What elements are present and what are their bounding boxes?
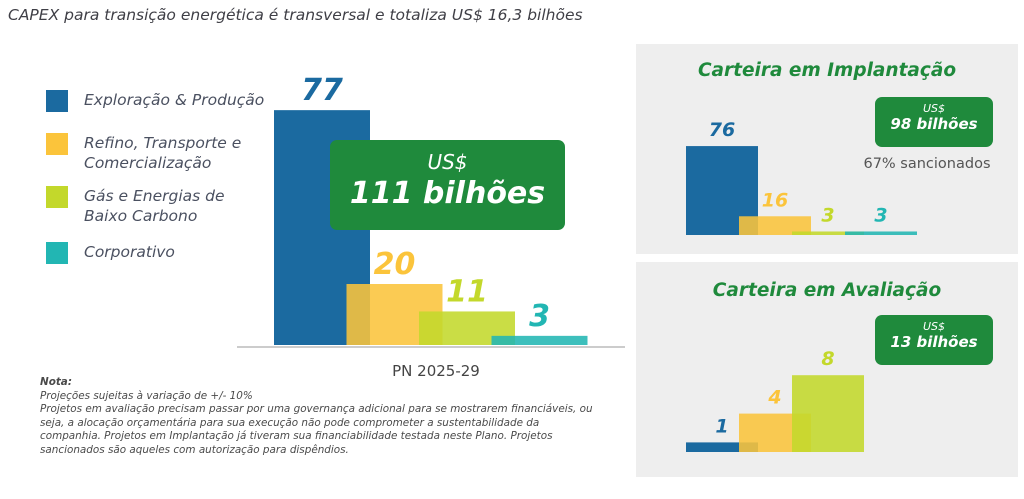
- note-line: Projeções sujeitas à variação de +/- 10%: [40, 389, 253, 402]
- legend-swatch: [46, 90, 68, 112]
- avaliacao-badge: US$ 13 bilhões: [875, 315, 993, 365]
- legend-item-gas: Gás e Energias de Baixo Carbono: [46, 186, 225, 226]
- implantacao-bar: [792, 231, 864, 235]
- legend-swatch: [46, 186, 68, 208]
- legend-label: Gás e Energias de Baixo Carbono: [84, 187, 225, 225]
- legend-item-corporativo: Corporativo: [46, 242, 175, 264]
- total-badge: US$ 111 bilhões: [330, 140, 565, 230]
- implantacao-bar: [739, 216, 811, 235]
- avaliacao-bar: [792, 375, 864, 452]
- avaliacao-bar-label: 1: [715, 415, 728, 437]
- implantacao-title: Carteira em Implantação: [697, 60, 957, 81]
- avaliacao-bar: [686, 442, 758, 452]
- legend-item-refino: Refino, Transporte e Comercialização: [46, 133, 241, 173]
- avaliacao-badge-value: 13 bilhões: [890, 333, 978, 351]
- avaliacao-badge-currency: US$: [922, 320, 946, 333]
- avaliacao-bar-label: 4: [767, 387, 781, 409]
- legend-label: Exploração & Produção: [84, 91, 265, 109]
- implantacao-badge: US$ 98 bilhões: [875, 97, 993, 147]
- legend-swatch: [46, 242, 68, 264]
- implantacao-bar-label: 16: [762, 189, 788, 211]
- total-badge-currency: US$: [427, 150, 468, 174]
- implantacao-badge-currency: US$: [922, 102, 946, 115]
- main-bar-label: 20: [374, 247, 416, 282]
- legend-label: Refino, Transporte e Comercialização: [84, 134, 242, 172]
- main-bar-label: 11: [446, 274, 488, 309]
- main-bar-label: 3: [529, 299, 550, 334]
- implantacao-badge-value: 98 bilhões: [890, 115, 978, 133]
- implantacao-bar-label: 3: [874, 204, 887, 226]
- x-axis-label: PN 2025-29: [392, 362, 480, 380]
- total-badge-value: 111 bilhões: [349, 176, 546, 211]
- note-title: Nota:: [40, 376, 72, 388]
- main-bar: [491, 335, 588, 345]
- legend-swatch: [46, 133, 68, 155]
- avaliacao-bar-label: 8: [821, 348, 834, 370]
- implantacao-bar-label: 3: [821, 204, 834, 226]
- page-title: CAPEX para transição energética é transv…: [8, 6, 583, 24]
- legend-label: Corporativo: [84, 243, 175, 261]
- sancionados-label: 67% sancionados: [863, 156, 991, 172]
- note: Nota: Projeções sujeitas à variação de +…: [40, 376, 600, 457]
- avaliacao-title: Carteira em Avaliação: [712, 280, 942, 301]
- note-line: Projetos em avaliação precisam passar po…: [40, 403, 593, 456]
- legend-item-exploracao: Exploração & Produção: [46, 90, 264, 112]
- implantacao-bar-label: 76: [709, 119, 735, 141]
- implantacao-bar: [845, 231, 917, 235]
- main-bar-label: 77: [301, 73, 343, 108]
